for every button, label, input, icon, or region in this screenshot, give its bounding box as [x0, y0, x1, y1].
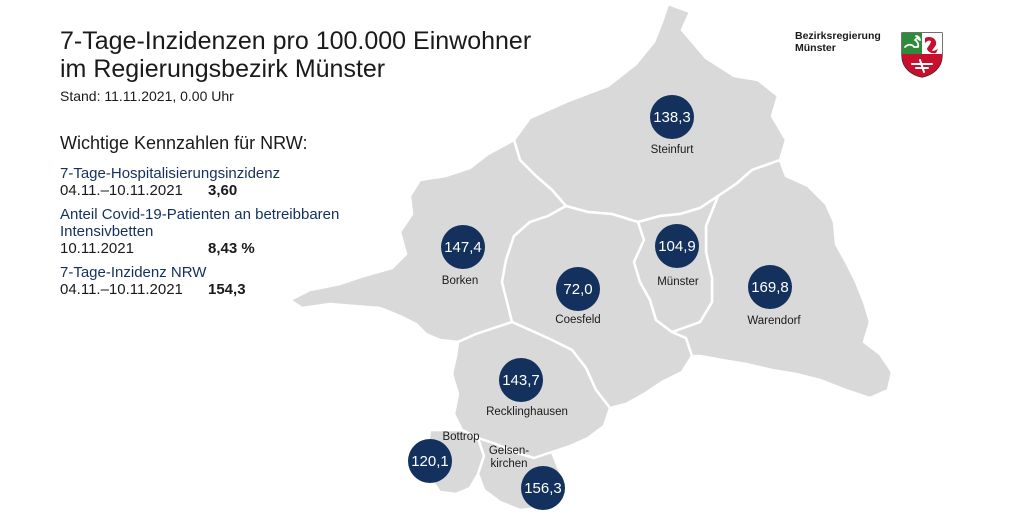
region-labels: Steinfurt Borken Coesfeld Münster Warend…	[442, 144, 802, 470]
kennzahl-row: 04.11.–10.11.2021 154,3	[60, 281, 390, 299]
kennzahl-hospitalisierung: 7-Tage-Hospitalisierungsinzidenz 04.11.–…	[60, 165, 390, 200]
kennzahl-date: 04.11.–10.11.2021	[60, 182, 183, 199]
value-bottrop: 120,1	[411, 453, 449, 470]
value-coesfeld: 72,0	[563, 281, 592, 298]
kennzahl-row: 10.11.2021 8,43 %	[60, 240, 390, 258]
label-borken: Borken	[442, 275, 478, 287]
value-borken: 147,4	[444, 239, 482, 256]
value-gelsenkirchen: 156,3	[524, 480, 562, 497]
value-steinfurt: 138,3	[653, 109, 691, 126]
kennzahl-label: Anteil Covid-19-Patienten an betreibbare…	[60, 206, 340, 240]
badge-gelsenkirchen: 156,3	[521, 466, 565, 510]
brand-line-1: Bezirksregierung	[795, 30, 881, 42]
badge-steinfurt: 138,3	[650, 95, 694, 139]
kennzahl-value: 3,60	[208, 182, 238, 199]
kennzahl-label: 7-Tage-Hospitalisierungsinzidenz	[60, 165, 281, 182]
label-gelsenkirchen-line2: kirchen	[490, 458, 527, 470]
label-muenster: Münster	[657, 276, 699, 288]
label-warendorf: Warendorf	[747, 315, 801, 327]
badge-bottrop: 120,1	[408, 439, 452, 483]
kennzahlen-list: 7-Tage-Hospitalisierungsinzidenz 04.11.–…	[60, 165, 390, 305]
title-line-1: 7-Tage-Inzidenzen pro 100.000 Einwohner	[60, 27, 532, 55]
label-coesfeld: Coesfeld	[555, 314, 600, 326]
title-line-2: im Regierungsbezirk Münster	[60, 55, 386, 83]
label-recklinghausen: Recklinghausen	[486, 406, 568, 418]
kennzahl-date: 10.11.2021	[60, 240, 134, 257]
value-recklinghausen: 143,7	[502, 372, 540, 389]
value-muenster: 104,9	[658, 238, 696, 255]
kennzahl-row: 04.11.–10.11.2021 3,60	[60, 182, 390, 200]
bezirksregierung-logo-text: Bezirksregierung Münster	[795, 30, 881, 54]
kennzahl-label: 7-Tage-Inzidenz NRW	[60, 264, 207, 281]
badge-recklinghausen: 143,7	[499, 358, 543, 402]
label-gelsenkirchen-line1: Gelsen-	[489, 445, 529, 457]
page-title: 7-Tage-Inzidenzen pro 100.000 Einwohner …	[60, 27, 531, 83]
kennzahl-intensivbetten: Anteil Covid-19-Patienten an betreibbare…	[60, 206, 390, 258]
kennzahl-value: 154,3	[208, 281, 246, 298]
kennzahl-value: 8,43 %	[208, 240, 255, 257]
region-shapes	[288, 2, 894, 512]
kennzahl-date: 04.11.–10.11.2021	[60, 281, 183, 298]
label-steinfurt: Steinfurt	[651, 144, 695, 156]
badge-borken: 147,4	[441, 225, 485, 269]
kennzahl-inzidenz-nrw: 7-Tage-Inzidenz NRW 04.11.–10.11.2021 15…	[60, 264, 390, 299]
brand-line-2: Münster	[795, 42, 836, 54]
kennzahlen-heading: Wichtige Kennzahlen für NRW:	[60, 133, 308, 153]
incidence-badges: 138,3 147,4 72,0 104,9 169,8 143,7 120,1	[408, 95, 792, 510]
value-warendorf: 169,8	[751, 279, 789, 296]
badge-muenster: 104,9	[655, 224, 699, 268]
nrw-crest-icon	[901, 32, 943, 78]
badge-coesfeld: 72,0	[556, 267, 600, 311]
badge-warendorf: 169,8	[748, 265, 792, 309]
label-bottrop: Bottrop	[442, 431, 479, 443]
stand-date: Stand: 11.11.2021, 0.00 Uhr	[60, 88, 234, 104]
